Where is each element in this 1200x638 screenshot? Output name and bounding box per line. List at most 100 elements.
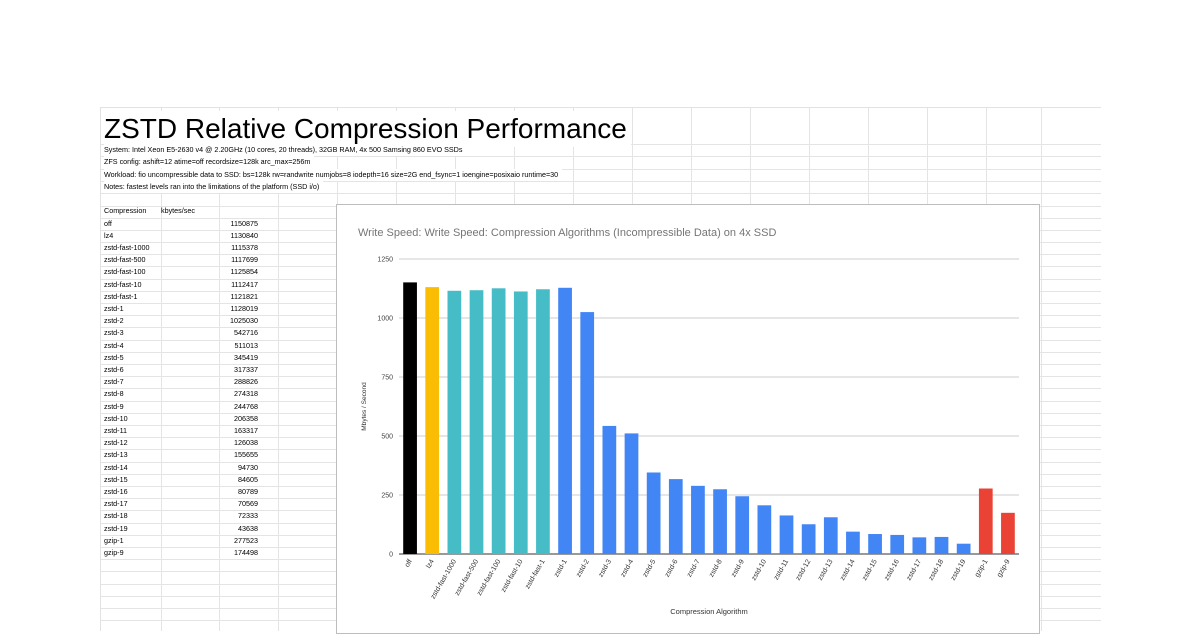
table-row: zstd-10 206358 [101, 413, 261, 425]
system-note: System: Intel Xeon E5-2630 v4 @ 2.20GHz … [104, 144, 467, 156]
x-tick-label: zstd-18 [928, 558, 946, 581]
cell-compression: zstd-fast-10 [104, 279, 142, 289]
x-tick-label: zstd-13 [817, 558, 835, 581]
x-tick-label: zstd-9 [730, 558, 746, 578]
cell-compression: gzip-9 [104, 547, 124, 557]
table-row: zstd-2 1025030 [101, 315, 261, 327]
cell-kbytes-sec: 155655 [234, 450, 258, 460]
cell-compression: zstd-7 [104, 377, 124, 387]
bar[interactable] [934, 536, 949, 554]
cell-compression: zstd-11 [104, 425, 128, 435]
table-row: zstd-fast-100 1125854 [101, 266, 261, 278]
bar[interactable] [735, 496, 750, 554]
bar[interactable] [691, 485, 705, 554]
table-row: zstd-1 1128019 [101, 303, 261, 315]
workload-note: Workload: fio uncompressible data to SSD… [104, 169, 563, 181]
table-row: zstd-fast-500 1117699 [101, 254, 261, 266]
table-header: Compression kbytes/sec [101, 205, 261, 217]
y-tick-label: 500 [381, 434, 393, 441]
table-row: zstd-fast-10 1112417 [101, 279, 261, 291]
cell-compression: off [104, 218, 112, 228]
table-row: zstd-6 317337 [101, 364, 261, 376]
table-row: zstd-11 163317 [101, 425, 261, 437]
cell-kbytes-sec: 288826 [234, 377, 258, 387]
table-row: zstd-12 126038 [101, 437, 261, 449]
bar[interactable] [978, 488, 993, 554]
table-row: zstd-fast-1000 1115378 [101, 242, 261, 254]
cell-compression: lz4 [104, 230, 114, 240]
bar[interactable] [536, 289, 550, 554]
table-row: zstd-9 244768 [101, 401, 261, 413]
x-tick-label: gzip-1 [974, 558, 990, 578]
table-row: zstd-8 274318 [101, 388, 261, 400]
x-tick-label: zstd-8 [708, 558, 724, 578]
cell-kbytes-sec: 94730 [238, 462, 258, 472]
cell-kbytes-sec: 1115378 [231, 242, 258, 252]
table-row: zstd-3 542716 [101, 327, 261, 339]
x-tick-label: zstd-4 [620, 558, 636, 578]
table-row: off 1150875 [101, 218, 261, 230]
x-tick-label: zstd-10 [751, 558, 769, 581]
zfs-config-note: ZFS config: ashift=12 atime=off recordsi… [104, 156, 315, 168]
bar[interactable] [580, 312, 595, 554]
x-tick-label: zstd-6 [664, 558, 680, 578]
x-tick-label: zstd-16 [883, 558, 901, 581]
cell-kbytes-sec: 317337 [234, 364, 258, 374]
x-tick-label: zstd-17 [906, 558, 924, 581]
chart-container[interactable]: Write Speed: Write Speed: Compression Al… [336, 204, 1040, 634]
bar[interactable] [1001, 512, 1015, 554]
table-row: zstd-16 80789 [101, 486, 261, 498]
cell-compression: zstd-14 [104, 462, 128, 472]
bar[interactable] [513, 291, 528, 554]
cell-compression: zstd-15 [104, 474, 128, 484]
bar[interactable] [403, 282, 417, 554]
cell-compression: zstd-3 [104, 328, 124, 338]
table-row: zstd-fast-1 1121821 [101, 291, 261, 303]
bar[interactable] [668, 479, 683, 554]
bar[interactable] [646, 472, 661, 554]
header-compression: Compression [104, 206, 147, 215]
bar[interactable] [846, 531, 860, 554]
table-row: zstd-14 94730 [101, 462, 261, 474]
bar[interactable] [912, 537, 927, 554]
x-tick-label: zstd-3 [597, 558, 613, 578]
cell-kbytes-sec: 70569 [238, 499, 258, 509]
table-row: lz4 1130840 [101, 230, 261, 242]
bar[interactable] [602, 425, 617, 554]
cell-compression: gzip-1 [104, 535, 124, 545]
cell-compression: zstd-19 [104, 523, 128, 533]
bar[interactable] [447, 290, 462, 554]
bar[interactable] [425, 287, 440, 554]
cell-compression: zstd-6 [104, 364, 124, 374]
bar[interactable] [956, 543, 971, 554]
cell-kbytes-sec: 80789 [238, 486, 258, 496]
bar[interactable] [868, 534, 882, 554]
x-tick-label: zstd-fast-10 [500, 558, 524, 593]
bar[interactable] [624, 433, 639, 554]
bar[interactable] [469, 290, 484, 554]
cell-kbytes-sec: 43638 [238, 523, 258, 533]
bar[interactable] [779, 515, 794, 554]
x-tick-label: zstd-2 [575, 558, 591, 578]
x-tick-label: zstd-19 [950, 558, 968, 581]
bar[interactable] [558, 287, 572, 554]
x-tick-label: zstd-12 [795, 558, 813, 581]
bar[interactable] [757, 505, 772, 554]
cell-kbytes-sec: 542716 [234, 328, 258, 338]
y-tick-label: 1250 [377, 257, 393, 264]
table-row: gzip-9 174498 [101, 547, 261, 559]
grid-column-line [161, 108, 162, 631]
cell-compression: zstd-9 [104, 401, 124, 411]
cell-kbytes-sec: 274318 [234, 389, 258, 399]
table-row: zstd-5 345419 [101, 352, 261, 364]
cell-kbytes-sec: 1112417 [231, 279, 258, 289]
cell-kbytes-sec: 126038 [234, 438, 258, 448]
bar[interactable] [801, 524, 816, 554]
bar[interactable] [890, 534, 905, 554]
bar[interactable] [713, 489, 727, 554]
bar[interactable] [491, 288, 506, 554]
cell-kbytes-sec: 206358 [234, 413, 258, 423]
bar[interactable] [823, 517, 838, 554]
table-row: zstd-4 511013 [101, 340, 261, 352]
